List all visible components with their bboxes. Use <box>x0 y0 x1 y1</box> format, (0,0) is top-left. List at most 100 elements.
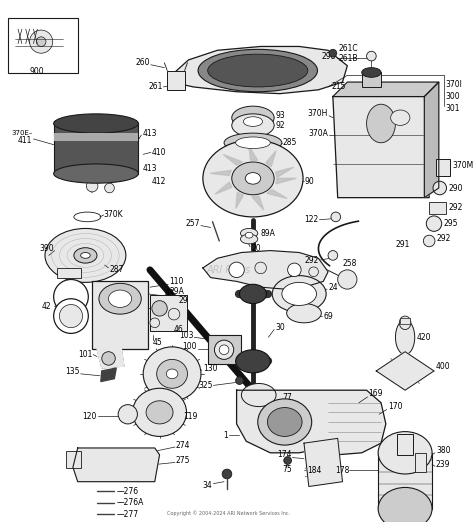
Bar <box>56 268 81 278</box>
Circle shape <box>86 180 98 192</box>
Text: 292: 292 <box>304 256 319 265</box>
Ellipse shape <box>245 232 253 238</box>
Text: 184: 184 <box>307 466 321 475</box>
Text: 370M: 370M <box>452 161 474 170</box>
Bar <box>66 451 81 468</box>
Bar <box>208 335 241 364</box>
Polygon shape <box>249 146 258 161</box>
Ellipse shape <box>232 114 274 137</box>
Ellipse shape <box>258 399 312 445</box>
Bar <box>378 453 432 509</box>
Ellipse shape <box>395 320 415 355</box>
Bar <box>54 133 138 141</box>
Polygon shape <box>333 82 439 96</box>
Text: 298: 298 <box>321 52 336 61</box>
Ellipse shape <box>236 350 270 373</box>
Bar <box>415 453 426 472</box>
Text: 89A: 89A <box>261 229 275 238</box>
Text: 45: 45 <box>153 338 163 346</box>
Text: 43: 43 <box>164 289 174 298</box>
Text: 130: 130 <box>203 363 218 372</box>
Polygon shape <box>223 155 242 165</box>
Text: 370A: 370A <box>308 129 328 138</box>
Text: 1: 1 <box>223 431 228 440</box>
Polygon shape <box>236 192 244 209</box>
Ellipse shape <box>362 68 381 77</box>
Text: 390: 390 <box>39 244 54 253</box>
Text: 287: 287 <box>109 265 124 275</box>
Ellipse shape <box>166 369 178 379</box>
Bar <box>150 295 187 331</box>
Circle shape <box>423 235 435 247</box>
Circle shape <box>102 352 115 365</box>
Polygon shape <box>203 251 328 289</box>
Text: 34: 34 <box>203 481 212 490</box>
Text: 400: 400 <box>436 362 450 371</box>
Ellipse shape <box>74 212 101 222</box>
Ellipse shape <box>267 408 302 436</box>
Ellipse shape <box>243 117 263 127</box>
Circle shape <box>366 51 376 61</box>
Ellipse shape <box>54 279 88 314</box>
Ellipse shape <box>74 248 97 263</box>
Text: 100: 100 <box>182 343 197 351</box>
Polygon shape <box>237 390 386 455</box>
Text: 292: 292 <box>448 203 463 212</box>
Ellipse shape <box>45 228 126 282</box>
Circle shape <box>331 212 341 222</box>
Text: 120: 120 <box>82 412 97 421</box>
Bar <box>429 203 447 214</box>
Polygon shape <box>267 189 287 198</box>
Text: 169: 169 <box>368 388 383 397</box>
Polygon shape <box>215 182 232 194</box>
Ellipse shape <box>143 347 201 401</box>
Text: 215: 215 <box>331 82 346 92</box>
Text: 410: 410 <box>152 148 166 157</box>
Polygon shape <box>252 196 264 210</box>
Text: 29: 29 <box>179 296 189 305</box>
Circle shape <box>168 309 180 320</box>
Text: 90: 90 <box>305 177 315 186</box>
Circle shape <box>236 377 243 385</box>
Circle shape <box>433 181 447 195</box>
Text: 110: 110 <box>169 277 183 286</box>
Text: 257: 257 <box>185 219 200 228</box>
Text: 174: 174 <box>277 450 292 459</box>
Text: 413: 413 <box>142 164 157 173</box>
Text: 370H: 370H <box>308 110 328 118</box>
Polygon shape <box>101 368 116 381</box>
Ellipse shape <box>157 360 188 388</box>
Text: 135: 135 <box>65 368 80 377</box>
Text: 412: 412 <box>152 177 166 186</box>
Circle shape <box>309 267 319 277</box>
Text: 261C: 261C <box>338 44 358 53</box>
Bar <box>436 159 450 177</box>
Polygon shape <box>304 438 343 486</box>
Polygon shape <box>276 178 296 184</box>
Circle shape <box>118 405 137 424</box>
Bar <box>9 18 78 73</box>
Text: 411: 411 <box>18 136 32 145</box>
Text: ARI Parts: ARI Parts <box>207 265 251 275</box>
Text: 178: 178 <box>335 466 349 475</box>
Text: 122: 122 <box>304 215 319 225</box>
Text: 93: 93 <box>275 111 285 120</box>
Circle shape <box>288 263 301 277</box>
Ellipse shape <box>366 104 395 143</box>
Text: 370I: 370I <box>446 80 463 89</box>
Ellipse shape <box>203 140 303 217</box>
Ellipse shape <box>224 133 282 152</box>
Text: 92: 92 <box>275 121 285 130</box>
Circle shape <box>229 262 244 278</box>
Ellipse shape <box>399 316 411 329</box>
Bar <box>362 72 381 87</box>
Text: 101: 101 <box>78 350 92 359</box>
Text: 420: 420 <box>417 332 431 342</box>
Ellipse shape <box>378 487 432 530</box>
Text: 46: 46 <box>174 325 184 334</box>
Circle shape <box>426 216 442 231</box>
Polygon shape <box>210 170 231 176</box>
Ellipse shape <box>109 290 132 307</box>
Ellipse shape <box>241 384 276 406</box>
Ellipse shape <box>282 282 317 305</box>
